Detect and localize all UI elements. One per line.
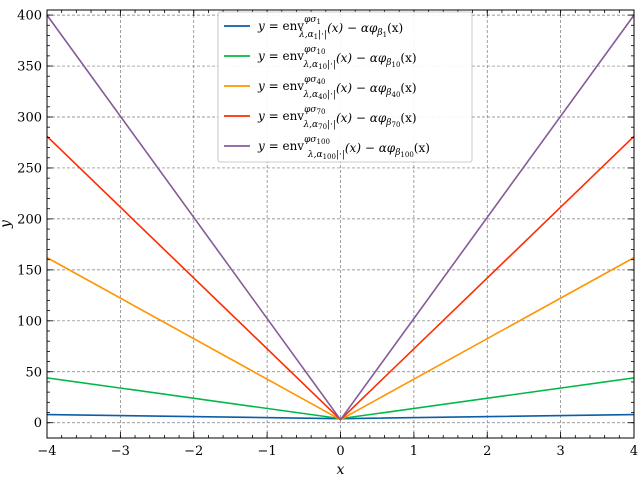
legend-label-4: y = envφσ70 λ,α70|·|(x) − αφβ70(x) <box>257 105 417 131</box>
y-tick-label: 400 <box>17 9 42 24</box>
x-tick-label: 0 <box>336 444 344 459</box>
x-tick-labels: −4 −3 −2 −1 0 1 2 3 4 <box>37 444 638 459</box>
legend-box <box>217 11 473 163</box>
x-tick-label: −4 <box>37 444 56 459</box>
y-axis-label: y <box>0 219 14 229</box>
y-tick-label: 100 <box>17 314 42 329</box>
legend-label-5: y = envφσ100 λ,α100|·|(x) − αφβ100(x) <box>257 135 430 161</box>
x-tick-label: 1 <box>410 444 418 459</box>
x-tick-label: −3 <box>111 444 130 459</box>
y-tick-label: 300 <box>17 111 42 126</box>
x-tick-label: 4 <box>630 444 638 459</box>
x-tick-label: 2 <box>483 444 491 459</box>
legend: y = envφσ1 λ,α1|·|(x) − αφβ1(x) y = envφσ1… <box>217 11 473 163</box>
y-tick-label: 50 <box>25 365 42 380</box>
y-tick-labels: 0 50 100 150 200 250 300 350 400 <box>17 9 42 432</box>
y-tick-label: 150 <box>17 263 42 278</box>
y-tick-label: 200 <box>17 212 42 227</box>
y-tick-label: 250 <box>17 161 42 176</box>
series-layer <box>46 14 635 421</box>
y-tick-label: 350 <box>17 60 42 75</box>
legend-label-1: y = envφσ1 λ,α1|·|(x) − αφβ1(x) <box>257 15 403 41</box>
x-tick-label: −1 <box>258 444 277 459</box>
y-tick-label: 0 <box>34 416 42 431</box>
series-line-5 <box>46 14 635 421</box>
legend-label-2: y = envφσ10 λ,α10|·|(x) − αφβ10(x) <box>257 45 417 71</box>
legend-label-3: y = envφσ40 λ,α40|·|(x) − αφβ40(x) <box>257 75 417 101</box>
x-axis-label: x <box>337 462 345 478</box>
x-tick-label: 3 <box>556 444 564 459</box>
x-tick-label: −2 <box>184 444 203 459</box>
